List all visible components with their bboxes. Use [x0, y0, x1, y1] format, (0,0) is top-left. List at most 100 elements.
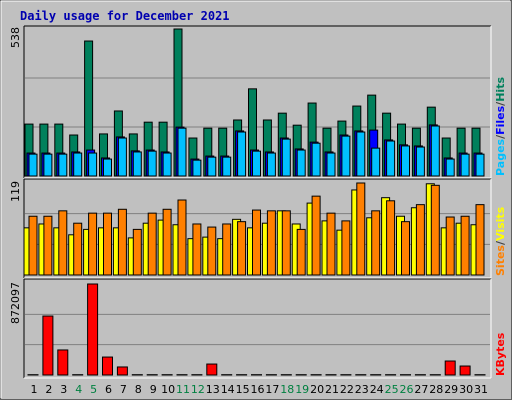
bar: [341, 220, 351, 276]
y-tick-label: 119: [9, 181, 22, 202]
y-tick-label: 872097: [9, 282, 22, 324]
bar: [371, 147, 381, 177]
bar: [237, 221, 247, 276]
x-tick-label: 22: [340, 383, 354, 396]
bar: [147, 150, 157, 177]
legend-separator: /: [494, 240, 507, 245]
legend-entry: Visits: [494, 206, 507, 241]
bar: [87, 283, 99, 376]
x-tick-label: 12: [191, 383, 205, 396]
bar: [132, 151, 142, 177]
chart-title: Daily usage for December 2021: [20, 9, 230, 23]
bar: [43, 215, 53, 276]
x-tick-label: 29: [444, 383, 458, 396]
x-tick-label: 2: [45, 383, 52, 396]
legend: Pages/Files/Hits: [494, 77, 507, 176]
bar: [475, 153, 485, 177]
x-tick-label: 13: [206, 383, 220, 396]
bar: [401, 221, 410, 276]
x-tick-label: 8: [135, 383, 142, 396]
x-tick-label: 27: [414, 383, 428, 396]
bar: [73, 222, 83, 276]
x-tick-label: 3: [60, 383, 67, 396]
bar: [430, 184, 440, 276]
bar: [460, 153, 470, 177]
legend-entry: Sites: [494, 245, 507, 276]
bar: [281, 210, 291, 276]
bar: [266, 210, 276, 276]
bar: [222, 223, 232, 276]
bar: [103, 158, 112, 177]
bar: [326, 152, 336, 177]
legend-entry: Hits: [494, 77, 507, 102]
x-tick-label: 15: [236, 383, 250, 396]
bar: [444, 360, 456, 376]
bar: [386, 140, 396, 177]
bar: [475, 204, 485, 276]
bar: [28, 153, 38, 177]
panel: [24, 279, 491, 378]
bar: [147, 212, 157, 276]
bar: [415, 204, 425, 276]
legend-entry: Files: [494, 105, 507, 135]
x-tick-label: 18: [280, 383, 294, 396]
x-tick-label: 25: [385, 383, 399, 396]
bar: [117, 137, 127, 177]
bar: [341, 135, 351, 177]
bar: [266, 152, 276, 177]
bar: [326, 212, 336, 276]
bar: [88, 212, 98, 276]
bar: [192, 223, 202, 276]
x-tick-label: 1: [31, 383, 38, 396]
legend-separator: /: [494, 101, 507, 106]
bar: [252, 150, 261, 177]
x-tick-label: 26: [400, 383, 414, 396]
bar: [43, 153, 53, 177]
bar: [162, 208, 172, 276]
bar: [88, 152, 98, 177]
legend-separator: /: [494, 134, 507, 139]
bar: [445, 216, 455, 276]
bar: [42, 315, 54, 376]
legend: Sites/Visits: [494, 206, 507, 276]
bar: [207, 156, 217, 177]
bar: [73, 152, 83, 177]
legend-entry: Pages: [494, 138, 507, 176]
x-tick-label: 11: [176, 383, 190, 396]
x-tick-label: 20: [310, 383, 324, 396]
x-tick-label: 28: [429, 383, 443, 396]
bar: [28, 215, 38, 276]
bar: [57, 349, 69, 376]
x-tick-label: 21: [325, 383, 339, 396]
bar: [311, 195, 321, 276]
bar: [252, 209, 261, 276]
x-tick-label: 24: [370, 383, 384, 396]
x-tick-label: 23: [355, 383, 369, 396]
x-tick-label: 4: [75, 383, 82, 396]
bar: [296, 149, 306, 177]
bar: [386, 200, 396, 276]
bar: [222, 156, 232, 177]
bar: [356, 182, 366, 276]
legend: KBytes: [494, 332, 507, 376]
x-tick-label: 6: [105, 383, 112, 396]
x-tick-label: 10: [161, 383, 175, 396]
x-tick-label: 30: [459, 383, 473, 396]
bar: [162, 152, 172, 177]
bar: [401, 145, 410, 177]
bar: [102, 356, 113, 376]
y-tick-label: 538: [9, 27, 22, 48]
x-tick-label: 14: [221, 383, 235, 396]
bar: [177, 127, 187, 177]
bar: [103, 212, 112, 276]
bar: [460, 215, 470, 276]
x-tick-label: 7: [120, 383, 127, 396]
x-tick-label: 19: [295, 383, 309, 396]
x-tick-label: 31: [474, 383, 488, 396]
bar: [206, 363, 218, 376]
bar: [177, 199, 187, 276]
bar: [371, 210, 381, 276]
bar: [117, 208, 127, 276]
bar: [445, 158, 455, 177]
